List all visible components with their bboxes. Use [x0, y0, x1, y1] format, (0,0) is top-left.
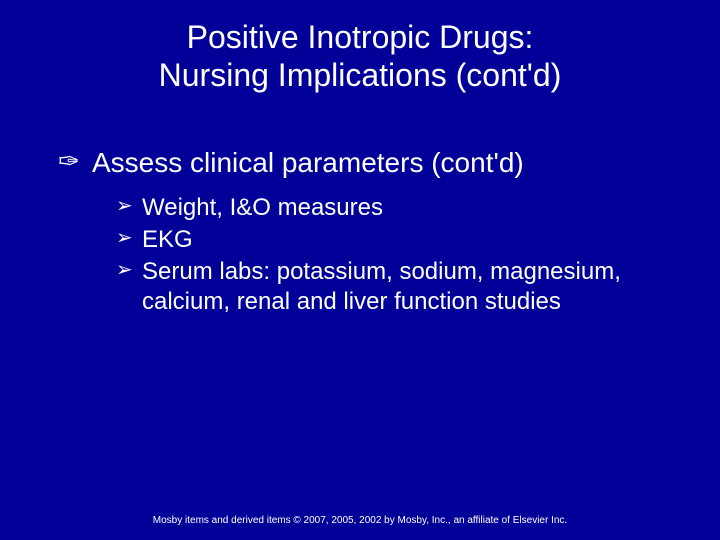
list-item-text: Weight, I&O measures	[142, 193, 383, 223]
copyright-footer: Mosby items and derived items © 2007, 20…	[0, 515, 720, 526]
slide-body: ✑ Assess clinical parameters (cont'd) ➢ …	[0, 95, 720, 317]
top-level-item: ✑ Assess clinical parameters (cont'd)	[58, 147, 670, 179]
title-line-2: Nursing Implications (cont'd)	[0, 56, 720, 94]
arrow-bullet-icon: ➢	[116, 257, 142, 283]
script-bullet-icon: ✑	[58, 147, 92, 177]
title-line-1: Positive Inotropic Drugs:	[0, 18, 720, 56]
list-item: ➢ Serum labs: potassium, sodium, magnesi…	[116, 257, 670, 317]
arrow-bullet-icon: ➢	[116, 193, 142, 219]
list-item-text: EKG	[142, 225, 193, 255]
list-item-text: Serum labs: potassium, sodium, magnesium…	[142, 257, 670, 317]
list-item: ➢ Weight, I&O measures	[116, 193, 670, 223]
sub-list: ➢ Weight, I&O measures ➢ EKG ➢ Serum lab…	[58, 193, 670, 317]
list-item: ➢ EKG	[116, 225, 670, 255]
slide-title: Positive Inotropic Drugs: Nursing Implic…	[0, 0, 720, 95]
top-level-text: Assess clinical parameters (cont'd)	[92, 147, 524, 179]
arrow-bullet-icon: ➢	[116, 225, 142, 251]
